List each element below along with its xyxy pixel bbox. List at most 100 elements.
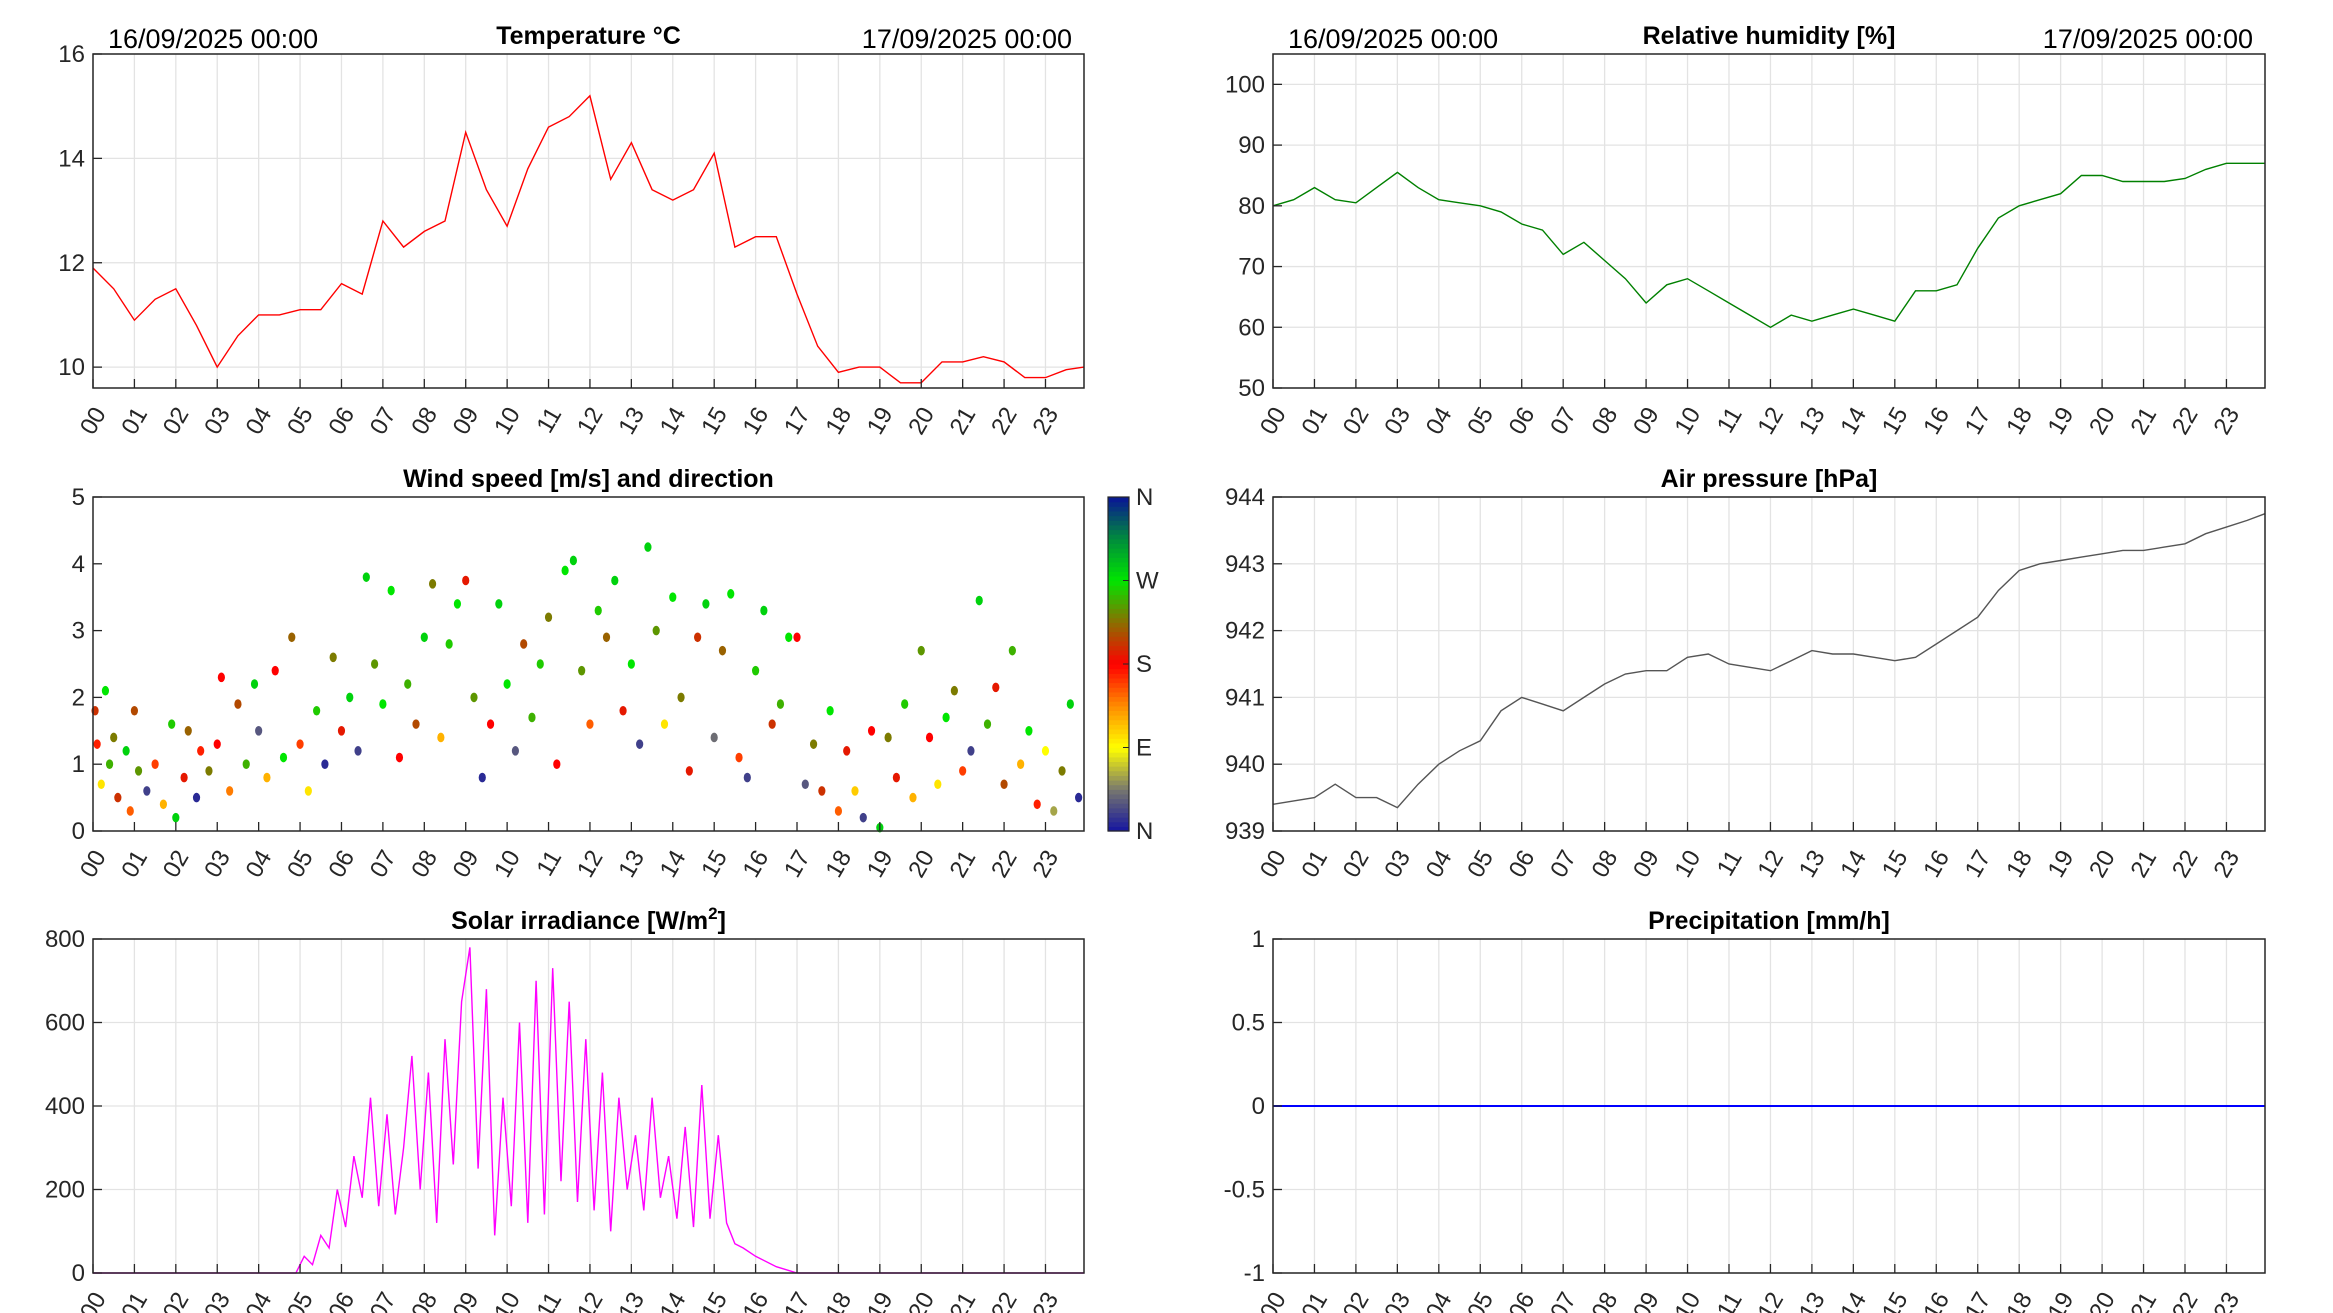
y-tick-label: 80 — [1238, 193, 1265, 220]
x-tick-label: 18 — [820, 846, 857, 883]
wind-point — [1000, 779, 1008, 790]
wind-point — [180, 772, 188, 783]
colorbar-segment — [1108, 775, 1129, 781]
x-tick-label: 09 — [448, 846, 485, 883]
wind-point — [1058, 766, 1066, 776]
x-tick-label: 01 — [1296, 1288, 1333, 1313]
x-tick-label: 10 — [1669, 1288, 1706, 1313]
x-tick-label: 19 — [2043, 846, 2080, 883]
colorbar-segment — [1108, 659, 1129, 665]
wind-point — [428, 579, 437, 589]
x-tick-label: 08 — [406, 1288, 443, 1313]
x-tick-label: 17 — [1960, 1288, 1997, 1313]
x-tick-label: 14 — [655, 846, 692, 883]
wind-point — [271, 665, 279, 676]
colorbar-segment — [1108, 793, 1129, 800]
colorbar-segment — [1108, 705, 1129, 711]
wind-point — [192, 792, 201, 803]
colorbar-segment — [1108, 622, 1129, 628]
y-tick-label: 1 — [72, 751, 85, 778]
x-tick-label: 06 — [1504, 1288, 1541, 1313]
x-tick-label: 22 — [2167, 403, 2204, 440]
x-tick-label: 22 — [2167, 846, 2204, 883]
wind-point — [578, 665, 586, 676]
chart-title: Air pressure [hPa] — [1661, 465, 1878, 493]
colorbar-segment — [1108, 548, 1129, 554]
x-tick-label: 23 — [1027, 846, 1064, 883]
wind-point — [942, 712, 950, 723]
wind-point — [611, 575, 619, 586]
wind-point — [702, 599, 710, 609]
end-date-right: 17/09/2025 00:00 — [2043, 24, 2253, 54]
y-tick-label: 939 — [1225, 818, 1265, 845]
x-tick-label: 05 — [1462, 846, 1499, 883]
x-tick-label: 20 — [903, 846, 940, 883]
start-date-right: 16/09/2025 00:00 — [1288, 24, 1498, 54]
colorbar-segment — [1108, 497, 1129, 503]
axes-frame — [1272, 496, 2266, 832]
direction-colorbar: N E S W N — [1107, 484, 1159, 845]
colorbar-segment — [1108, 747, 1129, 753]
wind-point — [226, 786, 234, 796]
chart-temp: 00 01 02 03 04 05 06 07 08 09 10 11 12 13 14 15 16 17 18 19… — [58, 22, 1085, 440]
x-tick-label: 06 — [1504, 846, 1541, 883]
x-tick-label: 05 — [282, 846, 319, 883]
x-tick-label: 17 — [1960, 846, 1997, 883]
wind-point — [917, 645, 925, 656]
colorbar-segment — [1108, 571, 1129, 577]
colorbar-segment — [1108, 561, 1129, 568]
chart-title: Precipitation [mm/h] — [1648, 907, 1890, 935]
colorbar-segment — [1108, 510, 1129, 517]
y-tick-label: 943 — [1225, 551, 1265, 578]
colorbar-segment — [1108, 715, 1129, 721]
wind-point — [983, 719, 992, 729]
chart-title: Relative humidity [%] — [1643, 22, 1896, 50]
x-tick-label: 21 — [2125, 1288, 2162, 1313]
wind-point — [478, 772, 486, 783]
wind-point — [569, 555, 577, 566]
series-line-pres — [1272, 513, 2266, 809]
x-tick-label: 08 — [406, 403, 443, 440]
x-tick-label: 17 — [779, 846, 816, 883]
y-tick-label: 0 — [1252, 1093, 1265, 1120]
wind-point — [304, 786, 312, 796]
x-tick-label: 05 — [282, 1288, 319, 1313]
wind-point — [168, 719, 176, 729]
wind-point — [793, 632, 801, 643]
wind-point — [387, 585, 395, 596]
wind-point — [909, 792, 917, 803]
x-tick-label: 11 — [531, 1288, 567, 1313]
x-tick-label: 10 — [489, 403, 526, 440]
x-tick-label: 13 — [613, 403, 650, 440]
x-tick-label: 12 — [1752, 403, 1789, 440]
colorbar-segment — [1108, 580, 1129, 586]
x-tick-label: 11 — [531, 403, 567, 438]
x-tick-label: 04 — [1421, 846, 1458, 883]
wind-point — [126, 806, 134, 816]
x-tick-label: 07 — [365, 846, 402, 883]
x-tick-label: 02 — [158, 1288, 195, 1313]
chart-solar: 00 01 02 03 04 05 06 07 08 09 10 11 12 13 14 15 16 17 18 19… — [45, 904, 1085, 1313]
x-tick-label: 14 — [1835, 846, 1872, 883]
x-tick-label: 18 — [2001, 846, 2038, 883]
y-tick-label: 14 — [58, 145, 85, 172]
x-tick-label: 14 — [1835, 403, 1872, 440]
wind-point — [967, 746, 975, 756]
colorbar-segment — [1108, 682, 1129, 688]
y-tick-label: 944 — [1225, 484, 1265, 511]
x-tick-label: 14 — [655, 1288, 692, 1313]
x-tick-label: 13 — [1794, 1288, 1831, 1313]
wind-point — [130, 705, 139, 716]
y-tick-label: 0 — [72, 818, 85, 845]
wind-point — [768, 719, 776, 729]
y-tick-label: 12 — [58, 250, 85, 277]
chart-wind: 00 01 02 03 04 05 06 07 08 09 10 11 12 13 14 15 16 17 18 19… — [72, 465, 1159, 882]
wind-point — [97, 779, 105, 790]
wind-point — [636, 739, 644, 749]
x-tick-label: 11 — [1712, 403, 1748, 438]
colorbar-segment — [1108, 826, 1129, 832]
wind-point — [826, 705, 834, 716]
wind-point — [859, 812, 867, 823]
x-tick-label: 18 — [2001, 403, 2038, 440]
